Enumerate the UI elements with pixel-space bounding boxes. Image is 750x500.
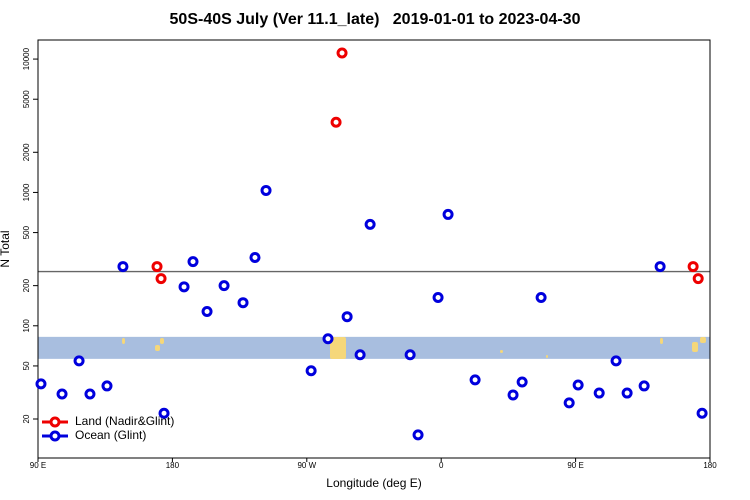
land-patch: [500, 350, 503, 353]
data-point: [638, 380, 650, 392]
data-point: [442, 208, 454, 220]
land-patch: [160, 338, 164, 344]
plot-frame: [37, 39, 711, 459]
y-tick-label: 200: [22, 278, 31, 292]
data-point: [237, 297, 249, 309]
data-point: [260, 184, 272, 196]
data-point: [364, 218, 376, 230]
map-band: [38, 336, 710, 359]
data-point: [535, 291, 547, 303]
data-point: [305, 365, 317, 377]
y-tick-label: 50: [22, 361, 31, 370]
y-tick-label: 500: [22, 225, 31, 239]
x-tick-label: 180: [166, 461, 180, 470]
data-point: [101, 380, 113, 392]
data-point: [412, 429, 424, 441]
data-point: [563, 397, 575, 409]
y-tick-label: 20: [22, 414, 31, 423]
data-point: [507, 389, 519, 401]
x-tick-label: 180: [703, 461, 717, 470]
data-point: [73, 355, 85, 367]
y-tick-label: 5000: [22, 90, 31, 108]
legend-label: Ocean (Glint): [75, 428, 146, 442]
data-point: [249, 252, 261, 264]
data-point: [354, 349, 366, 361]
data-point: [404, 349, 416, 361]
y-axis-label: N Total: [0, 230, 12, 267]
legend-marker: [49, 430, 61, 442]
data-point: [151, 261, 163, 273]
land-patch: [692, 342, 698, 352]
legend-marker: [49, 416, 61, 428]
land-patch: [155, 345, 160, 351]
legend-label: Land (Nadir&Glint): [75, 414, 174, 428]
y-tick-label: 2000: [22, 143, 31, 161]
data-point: [469, 374, 481, 386]
data-point: [572, 379, 584, 391]
data-point: [654, 261, 666, 273]
data-point: [155, 273, 167, 285]
data-point: [593, 387, 605, 399]
land-patch: [330, 337, 346, 359]
data-point: [178, 281, 190, 293]
land-patch: [546, 355, 548, 358]
x-tick-label: 90 E: [567, 461, 583, 470]
chart-title: 50S-40S July (Ver 11.1_late) 2019-01-01 …: [170, 11, 581, 28]
data-point: [687, 261, 699, 273]
x-tick-label: 0: [439, 461, 444, 470]
y-tick-label: 100: [22, 319, 31, 333]
land-patch: [700, 337, 706, 343]
data-point: [432, 291, 444, 303]
data-point: [56, 388, 68, 400]
data-point: [187, 256, 199, 268]
data-point: [201, 305, 213, 317]
land-patch: [122, 338, 125, 344]
data-point: [341, 311, 353, 323]
y-tick-label: 10000: [22, 47, 31, 70]
data-point: [117, 261, 129, 273]
data-point: [84, 388, 96, 400]
x-axis-label: Longitude (deg E): [326, 476, 421, 490]
data-point: [692, 273, 704, 285]
land-patch: [660, 338, 663, 344]
data-point: [158, 407, 170, 419]
x-tick-label: 90 E: [30, 461, 46, 470]
data-point: [35, 378, 47, 390]
x-tick-label: 90 W: [297, 461, 316, 470]
data-point: [696, 407, 708, 419]
data-point: [621, 387, 633, 399]
data-point: [336, 47, 348, 59]
data-point: [610, 355, 622, 367]
data-point: [218, 280, 230, 292]
data-point: [330, 116, 342, 128]
data-point: [516, 376, 528, 388]
data-point: [322, 333, 334, 345]
y-tick-label: 1000: [22, 183, 31, 201]
